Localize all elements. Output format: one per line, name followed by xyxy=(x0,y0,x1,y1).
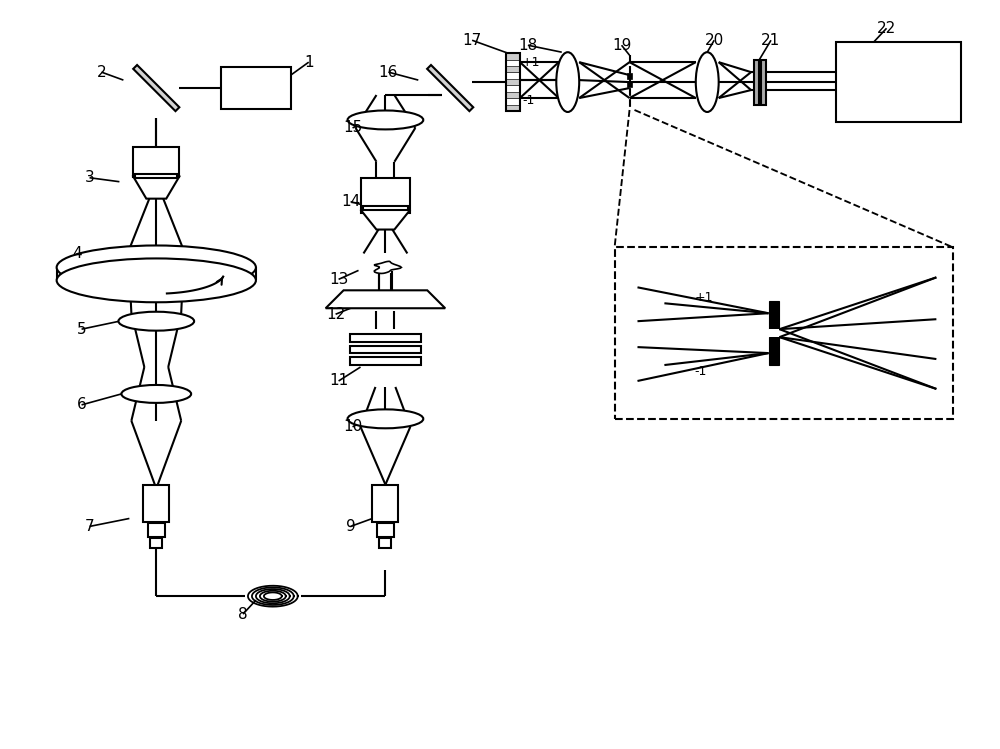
Ellipse shape xyxy=(118,312,194,330)
Text: 1: 1 xyxy=(304,55,314,70)
Polygon shape xyxy=(427,65,473,111)
Bar xyxy=(769,329,779,337)
Bar xyxy=(506,60,520,66)
Bar xyxy=(754,60,759,105)
Text: 12: 12 xyxy=(326,307,345,322)
Bar xyxy=(506,98,520,105)
Text: 5: 5 xyxy=(77,321,86,336)
Bar xyxy=(363,206,408,210)
Polygon shape xyxy=(133,177,179,198)
Text: 14: 14 xyxy=(341,194,360,209)
Ellipse shape xyxy=(696,52,719,112)
Text: +1: +1 xyxy=(694,291,713,304)
Text: 15: 15 xyxy=(343,121,362,136)
Polygon shape xyxy=(361,210,410,229)
Bar xyxy=(615,247,953,419)
Polygon shape xyxy=(326,291,445,309)
Text: 6: 6 xyxy=(77,398,86,413)
Text: -1: -1 xyxy=(522,94,534,106)
Text: -1: -1 xyxy=(694,365,707,377)
Text: 20: 20 xyxy=(705,33,724,48)
Bar xyxy=(148,524,165,537)
Polygon shape xyxy=(133,65,179,111)
Polygon shape xyxy=(374,261,401,273)
Text: 8: 8 xyxy=(238,607,248,622)
Text: 11: 11 xyxy=(329,374,348,389)
Bar xyxy=(350,334,421,342)
Bar xyxy=(361,178,410,213)
Bar xyxy=(506,53,520,111)
Bar xyxy=(627,73,632,79)
Bar xyxy=(372,485,398,523)
Text: 16: 16 xyxy=(379,64,398,79)
Text: 22: 22 xyxy=(877,21,896,36)
Text: 17: 17 xyxy=(462,33,482,48)
Bar xyxy=(143,485,169,523)
Bar xyxy=(350,346,421,354)
Ellipse shape xyxy=(57,246,256,289)
Bar xyxy=(506,66,520,73)
Bar xyxy=(769,337,779,365)
Ellipse shape xyxy=(348,111,423,130)
Ellipse shape xyxy=(121,385,191,403)
Text: 4: 4 xyxy=(72,246,81,261)
Bar xyxy=(506,73,520,79)
Bar xyxy=(135,174,177,178)
Bar xyxy=(506,91,520,98)
Text: 3: 3 xyxy=(85,170,94,185)
Bar xyxy=(379,539,391,548)
Bar xyxy=(627,81,632,87)
Ellipse shape xyxy=(556,52,579,112)
Bar xyxy=(350,357,421,365)
Text: 18: 18 xyxy=(518,37,538,52)
Bar xyxy=(377,524,394,537)
Ellipse shape xyxy=(57,258,256,303)
Bar xyxy=(506,85,520,91)
Bar xyxy=(221,67,291,109)
Bar xyxy=(761,60,766,105)
Bar xyxy=(506,105,520,111)
Bar xyxy=(150,539,162,548)
Text: 7: 7 xyxy=(85,519,94,534)
Text: 2: 2 xyxy=(97,64,106,79)
Ellipse shape xyxy=(348,410,423,428)
Text: 13: 13 xyxy=(329,272,348,287)
Text: 21: 21 xyxy=(761,33,781,48)
Text: +1: +1 xyxy=(522,55,540,69)
Bar xyxy=(769,301,779,329)
Text: 10: 10 xyxy=(343,419,362,434)
Bar xyxy=(506,53,520,60)
Bar xyxy=(836,42,961,122)
Bar xyxy=(506,79,520,85)
Text: 19: 19 xyxy=(612,37,631,52)
Bar xyxy=(133,147,179,177)
Text: 9: 9 xyxy=(346,519,355,534)
